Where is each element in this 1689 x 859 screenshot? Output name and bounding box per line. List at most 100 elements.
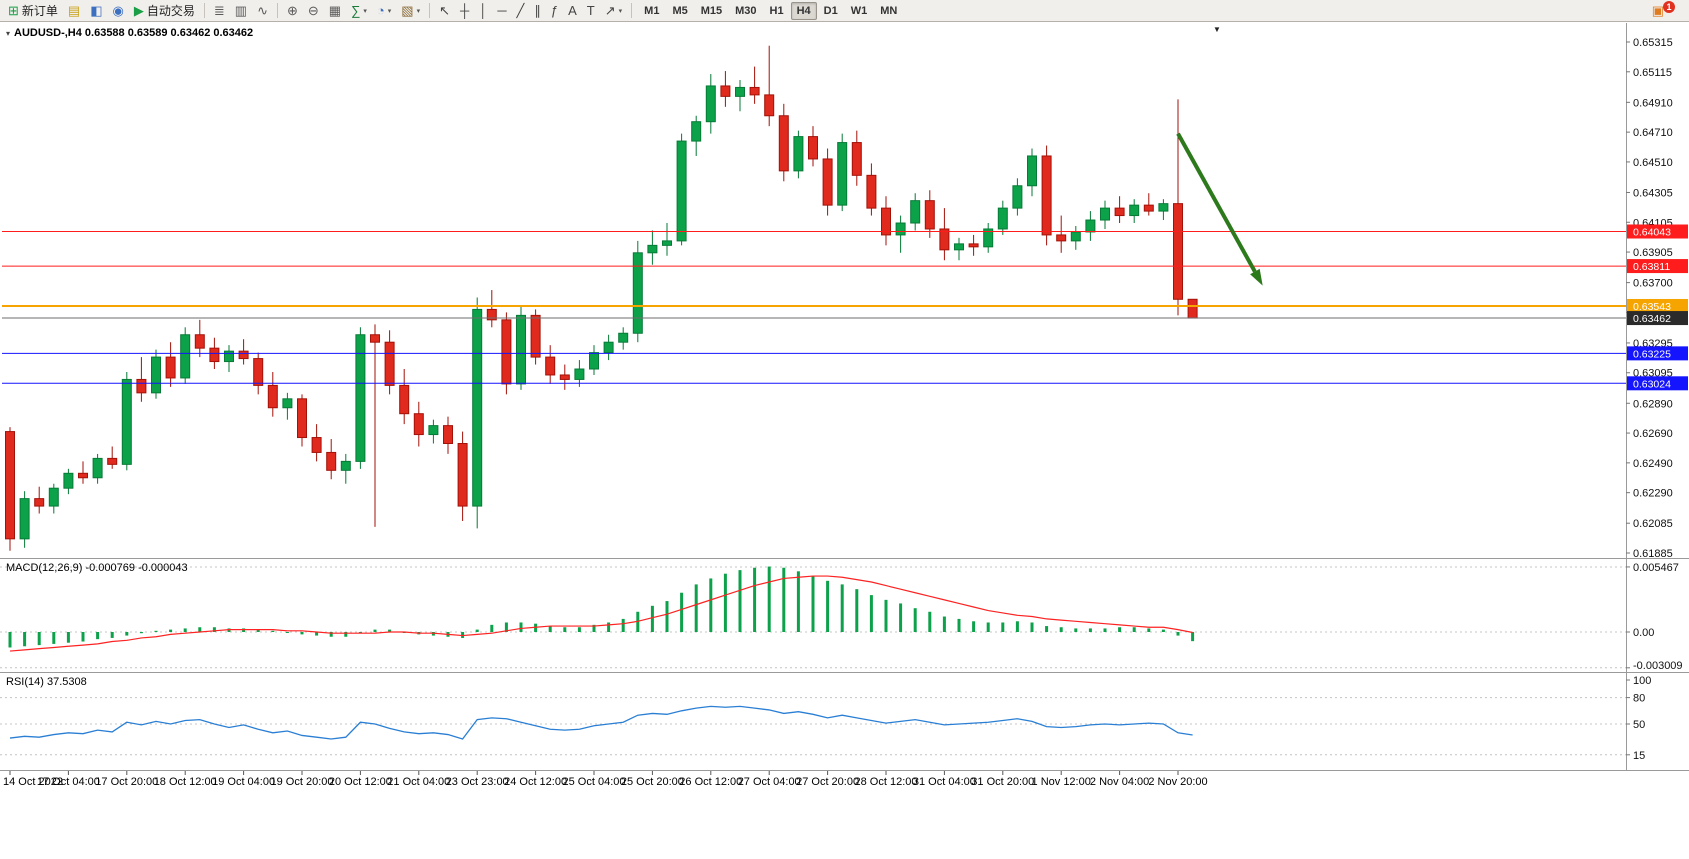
macd-histogram-bar [782, 567, 786, 632]
candle-body [413, 413, 424, 436]
timeframe-button-m15[interactable]: M15 [700, 4, 723, 17]
macd-histogram-bar [650, 605, 654, 632]
new-order-button[interactable]: ⊞ 新订单 [3, 0, 63, 22]
price-axis-label: 0.63700 [1633, 278, 1673, 290]
cursor-icon: ↖ [439, 3, 450, 18]
indicators-button[interactable]: ∑ ▾ [346, 0, 372, 22]
macd-histogram-bar [1176, 632, 1180, 636]
text-label-button[interactable]: T [582, 0, 600, 22]
templates-button[interactable]: ▧ ▾ [396, 0, 425, 22]
candle-body [1070, 231, 1081, 242]
macd-histogram-bar [1118, 627, 1122, 632]
bar-chart-button[interactable]: ≣ [209, 0, 230, 22]
macd-histogram-bar [709, 578, 713, 632]
macd-histogram-bar [869, 595, 873, 632]
candle-body [1041, 155, 1052, 236]
data-window-icon: ◧ [90, 3, 103, 18]
tile-windows-button[interactable]: ▦ [324, 0, 346, 22]
tile-windows-icon: ▦ [328, 3, 342, 18]
market-watch-button[interactable]: ◉ [108, 0, 129, 22]
cursor-button[interactable]: ↖ [434, 0, 455, 22]
rsi-line [9, 705, 1193, 740]
trend-arrow-line[interactable] [1176, 132, 1257, 273]
timeframe-button-d1[interactable]: D1 [823, 4, 838, 17]
symbol-dropdown-icon[interactable]: ▾ [6, 28, 11, 38]
fibonacci-button[interactable]: ƒ [546, 0, 563, 22]
macd-histogram-bar [855, 589, 859, 632]
timeframe-button-mn[interactable]: MN [880, 4, 898, 17]
candle-body [735, 86, 745, 97]
candle-body [194, 334, 205, 349]
crosshair-button[interactable]: ┼ [455, 0, 474, 22]
timeframe-button-m30[interactable]: M30 [735, 4, 757, 17]
time-axis-label: 17 Oct 04:00 [36, 776, 100, 788]
candle-body [107, 457, 118, 465]
vertical-line-button[interactable]: │ [474, 0, 492, 22]
chart-shift-marker-icon[interactable]: ▼ [1213, 25, 1221, 34]
candle-body [1143, 204, 1154, 212]
macd-histogram-bar [154, 630, 158, 632]
candle-body [1173, 203, 1183, 300]
macd-histogram-bar [504, 622, 508, 632]
macd-histogram-bar [723, 573, 727, 632]
line-chart-button[interactable]: ∿ [252, 0, 273, 22]
notifications-button[interactable]: ▣ 1 [1647, 0, 1680, 22]
text-button[interactable]: A [563, 0, 582, 22]
data-window-button[interactable]: ◧ [85, 0, 107, 22]
candle-body [954, 243, 964, 251]
macd-histogram-bar [884, 599, 888, 632]
candle-body [997, 207, 1008, 230]
macd-histogram-bar [169, 629, 173, 632]
macd-histogram-bar [738, 570, 742, 632]
macd-histogram-bar [23, 632, 27, 647]
candle-body [63, 472, 74, 489]
macd-histogram-bar [1103, 628, 1107, 632]
price-axis-label: 0.65115 [1633, 67, 1672, 79]
candle-body [1114, 207, 1125, 217]
macd-histogram-bar [1001, 622, 1005, 632]
rsi-axis-label: 50 [1633, 719, 1645, 731]
zoom-out-button[interactable]: ⊖ [303, 0, 324, 22]
price-axis-label: 0.63905 [1633, 247, 1673, 259]
macd-histogram-bar [957, 618, 961, 632]
timeframe-button-h4[interactable]: H4 [790, 1, 817, 20]
candle-body [676, 140, 687, 242]
candlestick-chart-button[interactable]: ▥ [230, 0, 252, 22]
macd-histogram-bar [212, 627, 216, 632]
trend-arrow-head[interactable] [1250, 268, 1263, 286]
price-line-label-box [1627, 259, 1688, 274]
price-line-label-box [1627, 311, 1688, 326]
timeframe-button-m1[interactable]: M1 [644, 4, 660, 17]
timeframe-button-h1[interactable]: H1 [769, 4, 784, 17]
candle-body [793, 136, 804, 172]
timeframe-button-w1[interactable]: W1 [850, 4, 868, 17]
candle-body [282, 398, 293, 409]
price-axis-label: 0.62690 [1633, 428, 1673, 440]
periods-button[interactable]: ◔ ▾ [372, 0, 396, 22]
candle-body [778, 115, 789, 172]
candle-body [705, 85, 716, 123]
macd-histogram-bar [1015, 621, 1019, 632]
time-axis-label: 2 Nov 20:00 [1148, 776, 1208, 788]
arrows-icon: ↗ [604, 3, 616, 18]
time-axis-label: 24 Oct 12:00 [504, 776, 568, 788]
horizontal-line-button[interactable]: ─ [492, 0, 511, 22]
price-axis-label: 0.64710 [1633, 127, 1673, 139]
candle-body [589, 352, 599, 370]
autotrading-button[interactable]: ▶ 自动交易 [129, 0, 200, 22]
arrows-button[interactable]: ↗ ▾ [600, 0, 627, 22]
trendline-button[interactable]: ╱ [512, 0, 530, 22]
time-axis-label: 28 Oct 12:00 [854, 776, 918, 788]
candle-body [1027, 155, 1037, 187]
macd-histogram-bar [680, 592, 684, 632]
text-icon: A [568, 3, 577, 18]
macd-histogram-bar [826, 580, 830, 632]
macd-histogram-bar [1045, 626, 1049, 632]
chart-profiles-button[interactable]: ▤ [63, 0, 85, 22]
zoom-in-button[interactable]: ⊕ [282, 0, 303, 22]
timeframe-button-m5[interactable]: M5 [672, 4, 688, 17]
channel-button[interactable]: ∥ [529, 0, 546, 22]
price-axis-label: 0.65315 [1633, 37, 1673, 49]
